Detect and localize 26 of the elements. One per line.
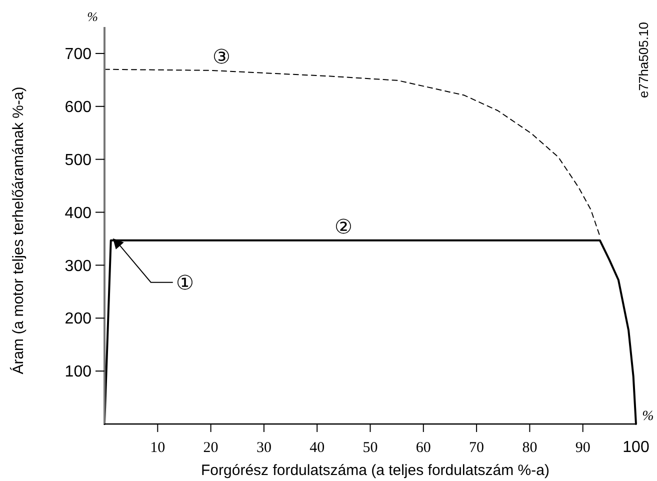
- x-tick-label: 70: [469, 440, 484, 456]
- x-tick-label: 10: [150, 440, 166, 456]
- y-axis-title: Áram (a motor teljes terhelőáramának %-a): [9, 86, 27, 374]
- y-tick-label: 100: [64, 364, 92, 381]
- x-axis-title: Forgórész fordulatszáma (a teljes fordulatszám %-a): [201, 462, 550, 479]
- line-series: [104, 68, 600, 237]
- annotation: ①: [176, 272, 194, 294]
- x-tick-label: 100: [622, 439, 650, 456]
- text: %: [87, 9, 98, 24]
- x-tick-label: 90: [575, 440, 590, 456]
- y-tick-label: 500: [64, 152, 92, 169]
- y-tick-label: 200: [64, 310, 92, 328]
- annotation: ②: [334, 216, 353, 238]
- y-tick-label: 300: [64, 258, 92, 275]
- x-tick-label: 80: [522, 440, 538, 456]
- x-tick-label: 50: [362, 440, 378, 456]
- y-tick-label: 700: [64, 46, 92, 64]
- text: %: [642, 409, 654, 424]
- y-tick-label: 400: [64, 204, 92, 222]
- x-tick-label: 20: [203, 440, 218, 456]
- y-tick-label: 600: [64, 99, 92, 116]
- annotation: ③: [212, 46, 230, 68]
- x-tick-label: 30: [256, 440, 272, 456]
- x-tick-label: 60: [416, 440, 431, 456]
- x-tick-label: 40: [310, 440, 325, 456]
- annotation: e77ha505.10: [636, 22, 651, 98]
